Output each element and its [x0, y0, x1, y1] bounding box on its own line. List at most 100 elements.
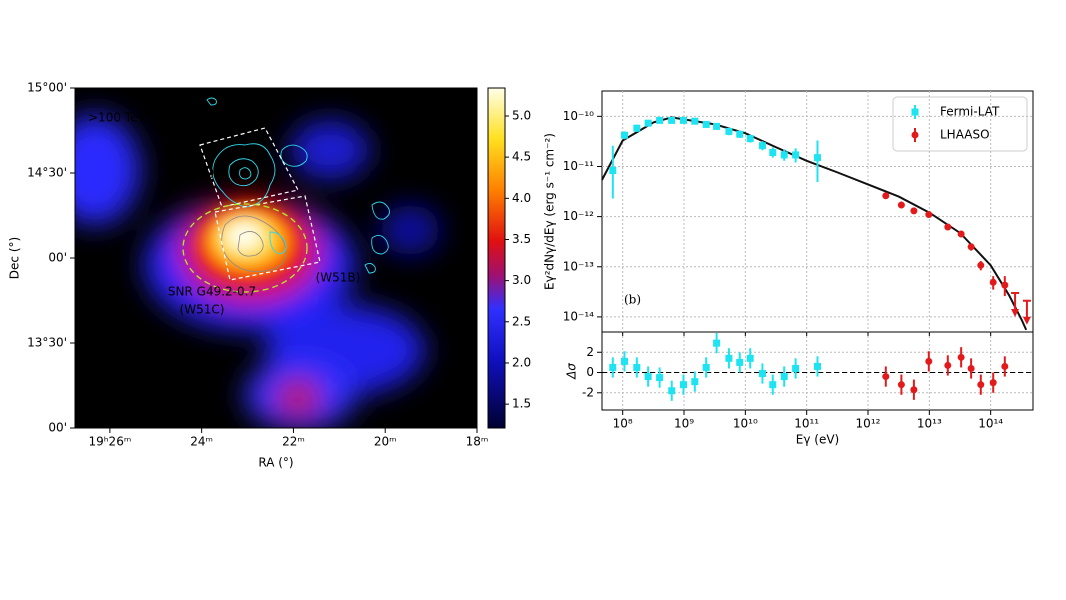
- x-tick-label: 10¹⁰: [733, 417, 758, 431]
- residual-point: [679, 381, 687, 389]
- residual-point: [769, 381, 777, 389]
- residual-point: [620, 357, 628, 365]
- data-point: [746, 135, 754, 143]
- annotation: (W51B): [316, 271, 361, 285]
- residual-point: [656, 374, 664, 382]
- residual-point: [644, 373, 652, 381]
- annotation: (W51C): [180, 303, 225, 317]
- legend: [892, 96, 1028, 152]
- y-tick-label: 2: [586, 345, 594, 359]
- data-point: [679, 116, 687, 124]
- upper-limit-head: [1022, 316, 1031, 325]
- colorbar-tick-label: 3.0: [512, 273, 531, 287]
- y-tick-label: -2: [582, 385, 594, 399]
- x-axis-label: RA (°): [258, 456, 293, 470]
- data-point: [668, 116, 676, 124]
- data-point: [1001, 281, 1009, 289]
- colorbar-tick-label: 4.0: [512, 191, 531, 205]
- residual-point: [668, 387, 676, 395]
- colorbar-tick-label: 2.0: [512, 355, 531, 369]
- y-tick-label: 10⁻¹¹: [563, 159, 594, 173]
- data-point: [882, 192, 890, 200]
- residual-point: [792, 364, 800, 372]
- x-tick-label: 10¹¹: [794, 417, 819, 431]
- data-point: [758, 142, 766, 150]
- residual-point: [633, 363, 641, 371]
- y-tick-label: 10⁻¹⁴: [563, 309, 594, 323]
- plot-layer: 19ʰ26ᵐ 24ᵐ 22ᵐ 20ᵐ 18ᵐ 15°00' 14°30' 00' 13°30' 0…: [8, 81, 1033, 470]
- x-tick-label: 18ᵐ: [466, 435, 489, 449]
- data-point: [813, 154, 821, 162]
- y-tick-label: 00': [48, 251, 67, 265]
- y-tick-label: 10⁻¹⁰: [563, 109, 594, 123]
- residual-frame: [601, 331, 1034, 411]
- data-point: [910, 207, 918, 215]
- data-point: [957, 230, 965, 238]
- colorbar-tick-label: 3.5: [512, 232, 531, 246]
- data-point: [925, 211, 933, 219]
- data-point: [691, 117, 699, 125]
- legend-swatch: [911, 108, 919, 116]
- x-tick-label: 19ʰ26ᵐ: [88, 435, 131, 449]
- data-point: [780, 151, 788, 159]
- data-point: [977, 261, 985, 269]
- data-point: [620, 131, 628, 139]
- colorbar-tick-label: 4.5: [512, 150, 531, 164]
- x-tick-label: 10¹²: [856, 417, 881, 431]
- residual-point: [813, 362, 821, 370]
- y-axis-label: Eγ²dNγ/dEγ (erg s⁻¹ cm⁻²): [543, 133, 557, 290]
- residual-point: [989, 379, 997, 387]
- legend-label: LHAASO: [940, 128, 990, 142]
- data-point: [702, 120, 710, 128]
- colorbar-tick-label: 1.5: [512, 397, 531, 411]
- x-axis-label: Eγ (eV): [796, 433, 839, 447]
- y-tick-label: 10⁻¹³: [563, 259, 594, 273]
- residual-point: [609, 363, 617, 371]
- annotation: SNR G49.2-0.7: [168, 285, 256, 299]
- sky-map: [75, 88, 477, 428]
- residual-point: [944, 361, 952, 369]
- residual-point: [1001, 362, 1009, 370]
- y-tick-label: 14°30': [27, 166, 67, 180]
- annotation: (a): [100, 393, 117, 407]
- residual-point: [910, 386, 918, 394]
- annotation: >100 TeV: [88, 111, 146, 125]
- model-curve: [601, 116, 1028, 331]
- y-tick-label: 0: [586, 365, 594, 379]
- upper-limit-head: [1011, 308, 1020, 317]
- data-point: [897, 201, 905, 209]
- data-point: [713, 122, 721, 130]
- residual-point: [736, 358, 744, 366]
- residual-point: [967, 364, 975, 372]
- data-point: [633, 124, 641, 132]
- residual-point: [780, 373, 788, 381]
- residual-point: [897, 381, 905, 389]
- y-tick-label: 15°00': [27, 81, 67, 95]
- y-tick-label: 13°30': [27, 336, 67, 350]
- residual-point: [925, 357, 933, 365]
- y-axis-label: Dec (°): [8, 237, 22, 279]
- residual-point: [977, 381, 985, 389]
- residual-point: [725, 354, 733, 362]
- x-tick-label: 20ᵐ: [374, 435, 397, 449]
- residual-point: [746, 354, 754, 362]
- data-point: [944, 223, 952, 231]
- y-tick-label: 10⁻¹²: [563, 209, 594, 223]
- annotation: (W51A): [170, 166, 215, 180]
- x-tick-label: 10¹⁴: [978, 417, 1003, 431]
- data-point: [989, 278, 997, 286]
- residual-point: [702, 363, 710, 371]
- colorbar-tick-label: 2.5: [512, 314, 531, 328]
- residual-point: [882, 373, 890, 381]
- residual-point: [713, 339, 721, 347]
- colorbar: [487, 87, 506, 429]
- x-tick-label: 22ᵐ: [282, 435, 305, 449]
- y-axis-label: Δσ: [565, 363, 579, 380]
- colorbar-tick-label: 5.0: [512, 108, 531, 122]
- legend-swatch: [911, 131, 919, 139]
- residual-point: [758, 370, 766, 378]
- x-tick-label: 24ᵐ: [190, 435, 213, 449]
- y-tick-label: 00': [48, 421, 67, 435]
